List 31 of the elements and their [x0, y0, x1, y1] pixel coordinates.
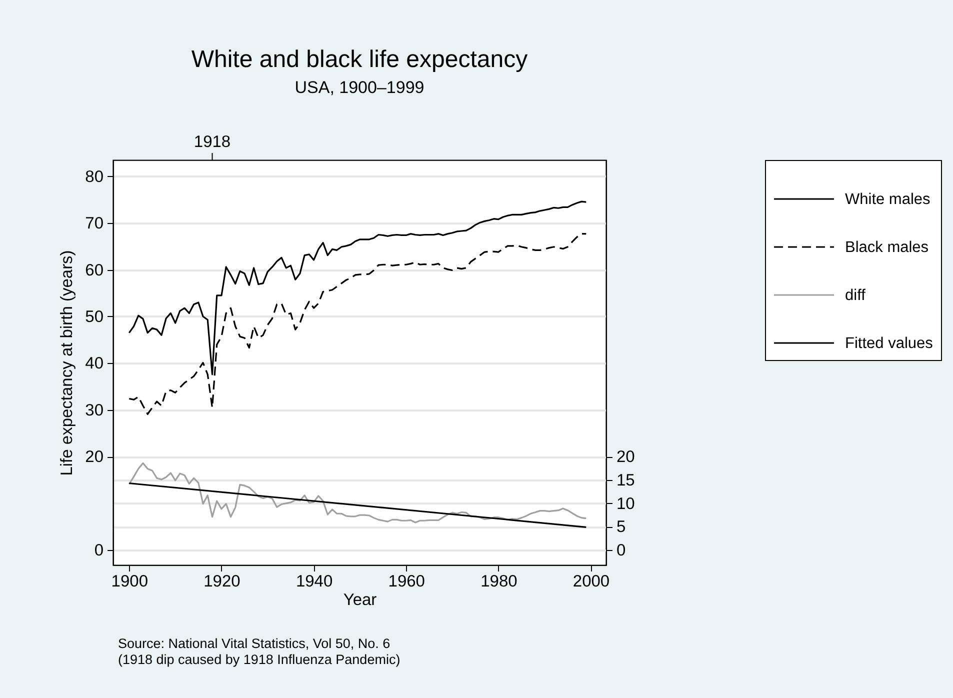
chart-subtitle: USA, 1900–1999: [294, 78, 424, 97]
chart-title: White and black life expectancy: [191, 46, 528, 73]
x-tick-label: 1960: [388, 572, 425, 590]
x-tick-label: 2000: [572, 572, 610, 590]
y-axis-title: Life expectancy at birth (years): [58, 250, 76, 476]
y-tick-label: 70: [85, 214, 104, 233]
ref-line-label: 1918: [194, 133, 231, 151]
legend-label: White males: [845, 191, 931, 208]
y2-tick-label: 10: [616, 494, 635, 513]
source-note: Source: National Vital Statistics, Vol 50, No. 6: [118, 636, 392, 652]
y-tick-label: 0: [94, 542, 104, 560]
y2-tick-label: 15: [616, 471, 635, 490]
y-tick-label: 50: [85, 308, 104, 326]
line-series: [128, 462, 587, 524]
y-tick-label: 40: [85, 354, 104, 373]
y-tick-label: 20: [85, 448, 104, 466]
x-tick-label: 1920: [204, 572, 240, 590]
x-tick-label: 1940: [296, 572, 333, 590]
y-tick-label: 30: [85, 401, 104, 420]
text: (1918 dip caused by 1918 Influenza Pandemic): [118, 652, 400, 668]
x-tick-label: 1900: [111, 572, 148, 590]
legend-label: Fitted values: [845, 335, 934, 352]
legend-label: Black males: [845, 239, 929, 256]
x-tick-label: 1980: [480, 572, 518, 590]
y-tick-label: 60: [85, 261, 104, 280]
legend-label: diff: [845, 287, 866, 304]
y2-tick-label: 0: [616, 542, 626, 560]
y2-tick-label: 20: [616, 448, 635, 466]
x-axis-title: Year: [343, 591, 378, 609]
y-tick-label: 80: [85, 168, 104, 186]
y2-tick-label: 5: [616, 518, 626, 536]
